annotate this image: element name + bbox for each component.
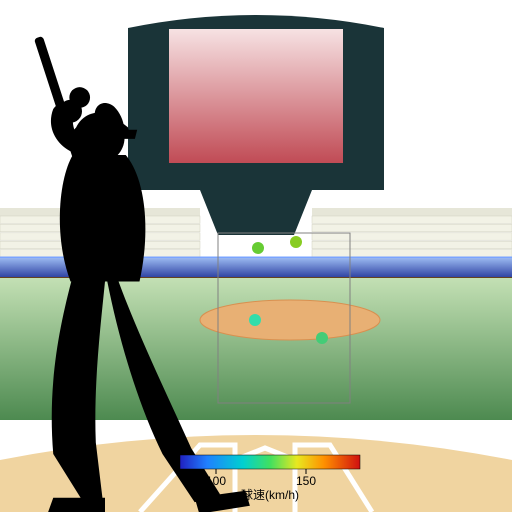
pitch-marker <box>290 236 302 248</box>
chart-svg: 100 150球速(km/h) <box>0 0 512 512</box>
colorbar-tick-label: 100 <box>206 474 226 488</box>
pitchers-mound <box>200 300 380 340</box>
pitch-marker <box>316 332 328 344</box>
pitch-location-chart: 100 150球速(km/h) <box>0 0 512 512</box>
colorbar-axis-label: 球速(km/h) <box>241 488 299 502</box>
pitch-marker <box>252 242 264 254</box>
colorbar-tick-label: 150 <box>296 474 316 488</box>
pitch-marker <box>249 314 261 326</box>
